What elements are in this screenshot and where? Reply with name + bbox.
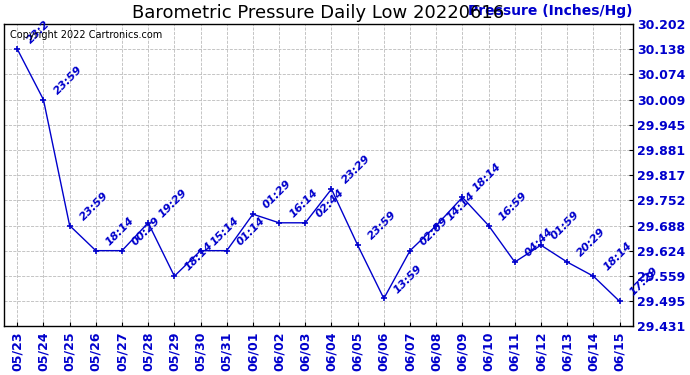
Text: 19:29: 19:29 xyxy=(157,187,188,219)
Text: 00:29: 00:29 xyxy=(130,215,163,247)
Text: 14:14: 14:14 xyxy=(444,190,477,222)
Text: 13:59: 13:59 xyxy=(392,263,424,295)
Text: 01:29: 01:29 xyxy=(262,178,293,211)
Text: 01:14: 01:14 xyxy=(235,215,267,247)
Text: 02:09: 02:09 xyxy=(418,215,451,247)
Text: 17:29: 17:29 xyxy=(628,266,660,298)
Text: 23:59: 23:59 xyxy=(366,209,398,242)
Text: 02:44: 02:44 xyxy=(314,187,346,219)
Text: 04:44: 04:44 xyxy=(523,226,555,258)
Text: 23:59: 23:59 xyxy=(52,64,84,96)
Text: 18:14: 18:14 xyxy=(104,215,137,247)
Text: 18:14: 18:14 xyxy=(602,240,634,273)
Text: 15:14: 15:14 xyxy=(209,215,241,247)
Text: Pressure (Inches/Hg): Pressure (Inches/Hg) xyxy=(468,4,633,18)
Text: 23:29: 23:29 xyxy=(339,153,372,186)
Text: 23:59: 23:59 xyxy=(78,190,110,222)
Text: 23:2: 23:2 xyxy=(26,19,52,45)
Text: 18:14: 18:14 xyxy=(471,162,503,194)
Title: Barometric Pressure Daily Low 20220616: Barometric Pressure Daily Low 20220616 xyxy=(132,4,504,22)
Text: 16:14: 16:14 xyxy=(288,187,319,219)
Text: 20:29: 20:29 xyxy=(575,226,608,258)
Text: Copyright 2022 Cartronics.com: Copyright 2022 Cartronics.com xyxy=(10,30,163,40)
Text: 01:59: 01:59 xyxy=(549,209,582,242)
Text: 18:14: 18:14 xyxy=(183,240,215,273)
Text: 16:59: 16:59 xyxy=(497,190,529,222)
